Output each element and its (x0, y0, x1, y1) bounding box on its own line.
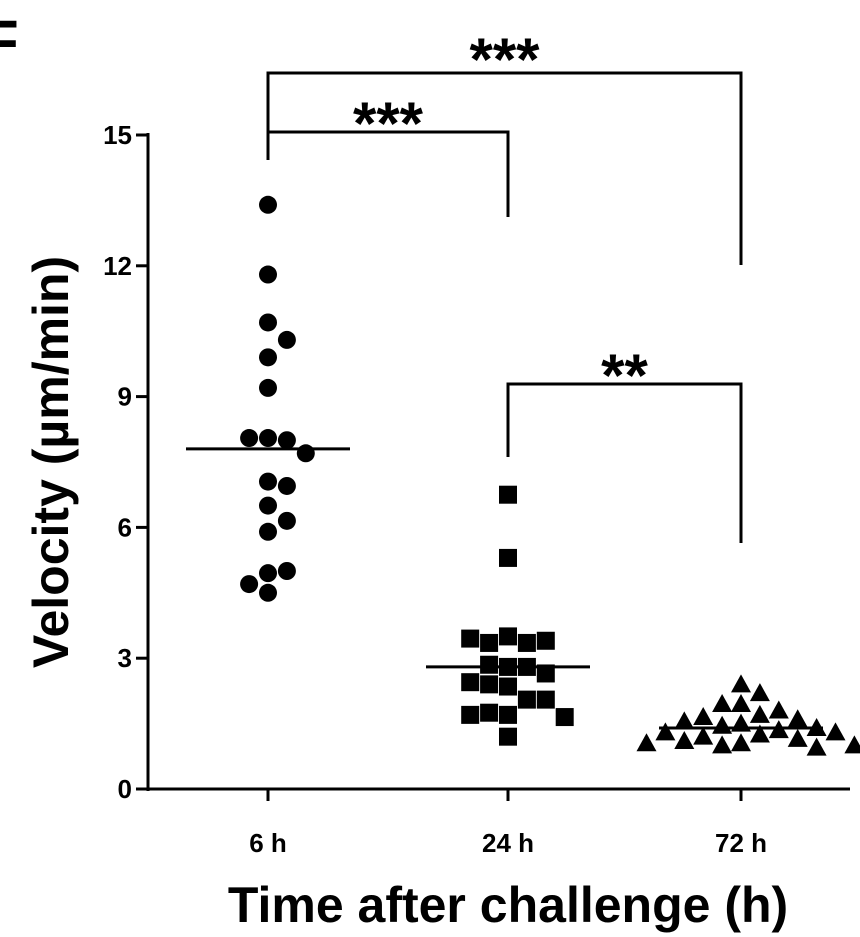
data-point-circle (259, 348, 277, 367)
data-point-circle (259, 265, 277, 284)
data-point-square (517, 690, 536, 709)
data-point-circle (240, 429, 259, 448)
data-point-circle (277, 431, 296, 450)
data-point-triangle (712, 735, 733, 754)
data-point-triangle (655, 722, 676, 741)
data-point-circle (259, 522, 277, 541)
data-point-square (536, 664, 555, 683)
y-tick-label: 3 (118, 643, 132, 673)
data-point-triangle (731, 674, 751, 693)
data-point-circle (277, 511, 296, 530)
x-tick-label: 72 h (715, 828, 767, 858)
x-axis-title: Time after challenge (h) (228, 877, 788, 933)
significance-bracket (266, 71, 743, 265)
y-tick-label: 6 (118, 512, 132, 542)
data-point-square (499, 548, 517, 567)
data-point-triangle (674, 731, 695, 750)
data-point-triangle (731, 733, 751, 752)
data-point-square (517, 633, 536, 652)
data-point-circle (259, 564, 277, 583)
data-point-triangle (768, 700, 789, 719)
data-point-circle (259, 583, 277, 602)
data-point-triangle (806, 737, 827, 756)
significance-label: *** (469, 26, 540, 93)
data-point-triangle (787, 728, 808, 747)
x-tick-label: 24 h (482, 828, 534, 858)
data-point-square (480, 633, 499, 652)
significance-bracket (506, 382, 743, 543)
data-point-square (480, 703, 499, 722)
data-point-triangle (749, 724, 770, 743)
data-point-square (499, 705, 517, 724)
data-point-square (499, 727, 517, 746)
panel-label: F (0, 8, 19, 75)
data-point-square (480, 655, 499, 674)
x-tick-label: 6 h (249, 828, 287, 858)
data-point-circle (259, 313, 277, 332)
data-point-square (536, 631, 555, 650)
data-point-circle (259, 378, 277, 397)
data-point-triangle (731, 693, 751, 712)
data-point-square (499, 677, 517, 696)
data-point-triangle (712, 693, 733, 712)
data-point-square (555, 708, 574, 727)
data-point-circle (296, 444, 315, 463)
data-point-circle (259, 472, 277, 491)
data-point-circle (240, 575, 259, 594)
data-point-square (480, 675, 499, 694)
y-tick-label: 15 (103, 120, 132, 150)
data-point-triangle (693, 707, 714, 726)
data-point-triangle (636, 733, 657, 752)
data-point-triangle (787, 709, 808, 728)
data-point-square (461, 705, 480, 724)
data-point-circle (259, 429, 277, 448)
significance-label: ** (601, 342, 648, 409)
y-tick-label: 9 (118, 382, 132, 412)
y-tick-label: 0 (118, 774, 132, 804)
data-point-square (499, 485, 517, 504)
data-point-circle (277, 476, 296, 495)
data-point-circle (259, 496, 277, 515)
y-tick-label: 12 (103, 251, 132, 281)
data-point-triangle (825, 722, 846, 741)
data-point-circle (259, 195, 277, 214)
data-point-triangle (712, 715, 733, 734)
data-point-square (499, 627, 517, 646)
data-point-circle (277, 562, 296, 580)
significance-bracket (266, 130, 510, 217)
data-point-square (461, 629, 480, 648)
data-point-triangle (674, 711, 695, 730)
data-point-triangle (693, 726, 714, 745)
data-point-triangle (749, 704, 770, 723)
y-axis-title: Velocity (µm/min) (23, 256, 79, 668)
data-point-circle (277, 330, 296, 349)
significance-label: *** (353, 90, 424, 157)
data-point-triangle (749, 683, 770, 702)
data-point-triangle (844, 735, 860, 754)
data-point-square (536, 690, 555, 709)
data-point-square (461, 673, 480, 692)
